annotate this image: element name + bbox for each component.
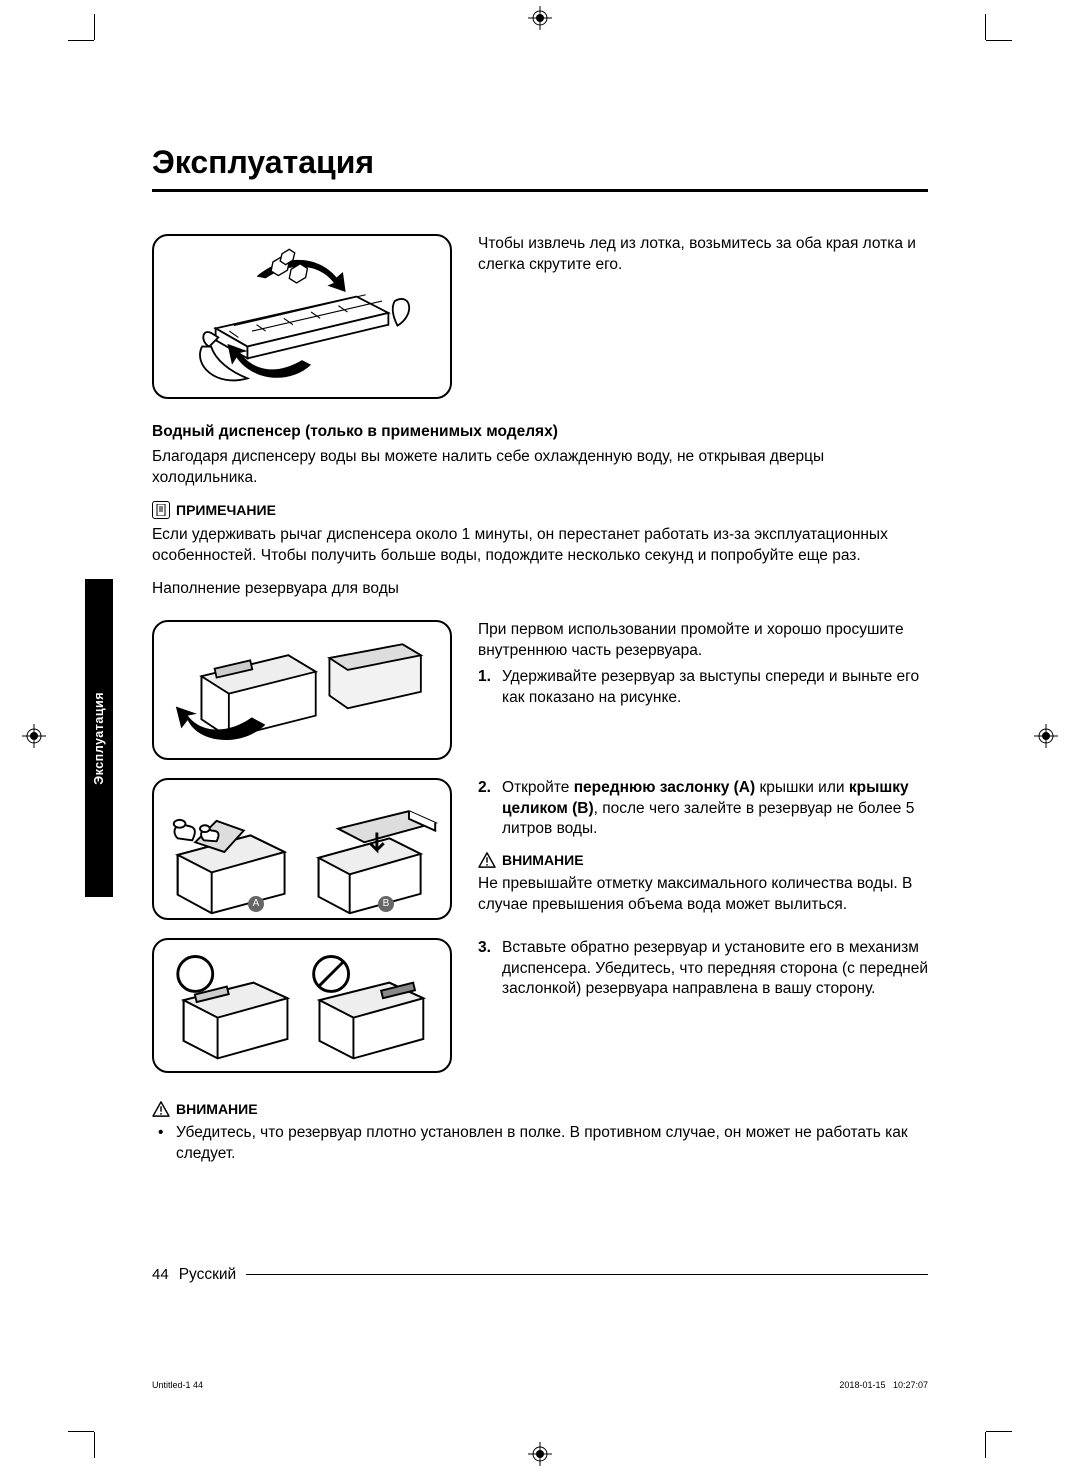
registration-mark-icon xyxy=(528,6,552,30)
page-language: Русский xyxy=(179,1266,237,1284)
caution-heading-2: ВНИМАНИЕ xyxy=(152,1101,928,1117)
section-tab: Эксплуатация xyxy=(85,579,113,897)
print-meta: Untitled-1 44 2018-01-15 10:27:07 xyxy=(152,1380,928,1390)
caution-icon xyxy=(478,852,496,868)
caution-label: ВНИМАНИЕ xyxy=(176,1101,258,1117)
crop-mark xyxy=(94,1432,95,1458)
registration-mark-icon xyxy=(22,724,46,748)
crop-mark xyxy=(985,14,986,40)
caution-label: ВНИМАНИЕ xyxy=(502,852,584,868)
registration-mark-icon xyxy=(528,1442,552,1466)
page-title: Эксплуатация xyxy=(152,144,928,192)
step2-row: A B Откройте переднюю заслонку (A) крышк… xyxy=(152,778,928,920)
note-text: Если удерживать рычаг диспенсера около 1… xyxy=(152,525,928,567)
crop-mark xyxy=(985,1432,986,1458)
reservoir-open-svg xyxy=(156,782,452,920)
crop-mark xyxy=(986,1431,1012,1432)
caution-icon xyxy=(152,1101,170,1117)
dispenser-heading: Водный диспенсер (только в применимых мо… xyxy=(152,423,928,441)
page-footer: 44 Русский xyxy=(152,1266,928,1284)
step3-row: Вставьте обратно резервуар и установите … xyxy=(152,938,928,1073)
ice-row: Чтобы извлечь лед из лотка, возьмитесь з… xyxy=(152,234,928,399)
crop-mark xyxy=(94,14,95,40)
ice-text: Чтобы извлечь лед из лотка, возьмитесь з… xyxy=(478,234,928,399)
figure-remove-reservoir xyxy=(152,620,452,760)
caution-1-text: Не превышайте отметку максимального коли… xyxy=(478,874,928,916)
meta-right: 2018-01-15 10:27:07 xyxy=(839,1380,928,1390)
page-frame: Эксплуатация Эксплуатация xyxy=(98,44,982,1428)
step-3: Вставьте обратно резервуар и установите … xyxy=(478,938,928,1001)
step-1: Удерживайте резервуар за выступы спереди… xyxy=(478,667,928,709)
ice-tray-svg xyxy=(162,242,442,392)
reservoir-orient-svg xyxy=(154,940,450,1071)
caution-2-bullet: Убедитесь, что резервуар плотно установл… xyxy=(152,1123,928,1165)
note-icon xyxy=(152,501,170,519)
crop-mark xyxy=(68,1431,94,1432)
section-tab-label: Эксплуатация xyxy=(92,692,106,785)
figure-ice-tray xyxy=(152,234,452,399)
content-area: Эксплуатация xyxy=(152,144,928,1164)
step1-text-col: При первом использовании промойте и хоро… xyxy=(478,620,928,710)
crop-mark xyxy=(986,40,1012,41)
registration-mark-icon xyxy=(1034,724,1058,748)
reservoir-remove-svg xyxy=(162,626,442,754)
note-heading: ПРИМЕЧАНИЕ xyxy=(152,501,928,519)
fill-intro: При первом использовании промойте и хоро… xyxy=(478,620,928,662)
note-label: ПРИМЕЧАНИЕ xyxy=(176,502,276,518)
figure-label-b: B xyxy=(378,896,394,912)
meta-left: Untitled-1 44 xyxy=(152,1380,203,1390)
page-number: 44 xyxy=(152,1266,169,1283)
fill-heading: Наполнение резервуара для воды xyxy=(152,579,928,600)
caution-heading-1: ВНИМАНИЕ xyxy=(478,852,928,868)
figure-label-a: A xyxy=(248,896,264,912)
step3-text-col: Вставьте обратно резервуар и установите … xyxy=(478,938,928,1001)
crop-mark xyxy=(68,40,94,41)
footer-rule xyxy=(246,1274,928,1275)
figure-orientation xyxy=(152,938,452,1073)
step1-row: При первом использовании промойте и хоро… xyxy=(152,620,928,760)
step-2: Откройте переднюю заслонку (A) крышки ил… xyxy=(478,778,928,841)
dispenser-intro: Благодаря диспенсеру воды вы можете нали… xyxy=(152,447,928,489)
step2-text-col: Откройте переднюю заслонку (A) крышки ил… xyxy=(478,778,928,917)
figure-open-reservoir: A B xyxy=(152,778,452,920)
